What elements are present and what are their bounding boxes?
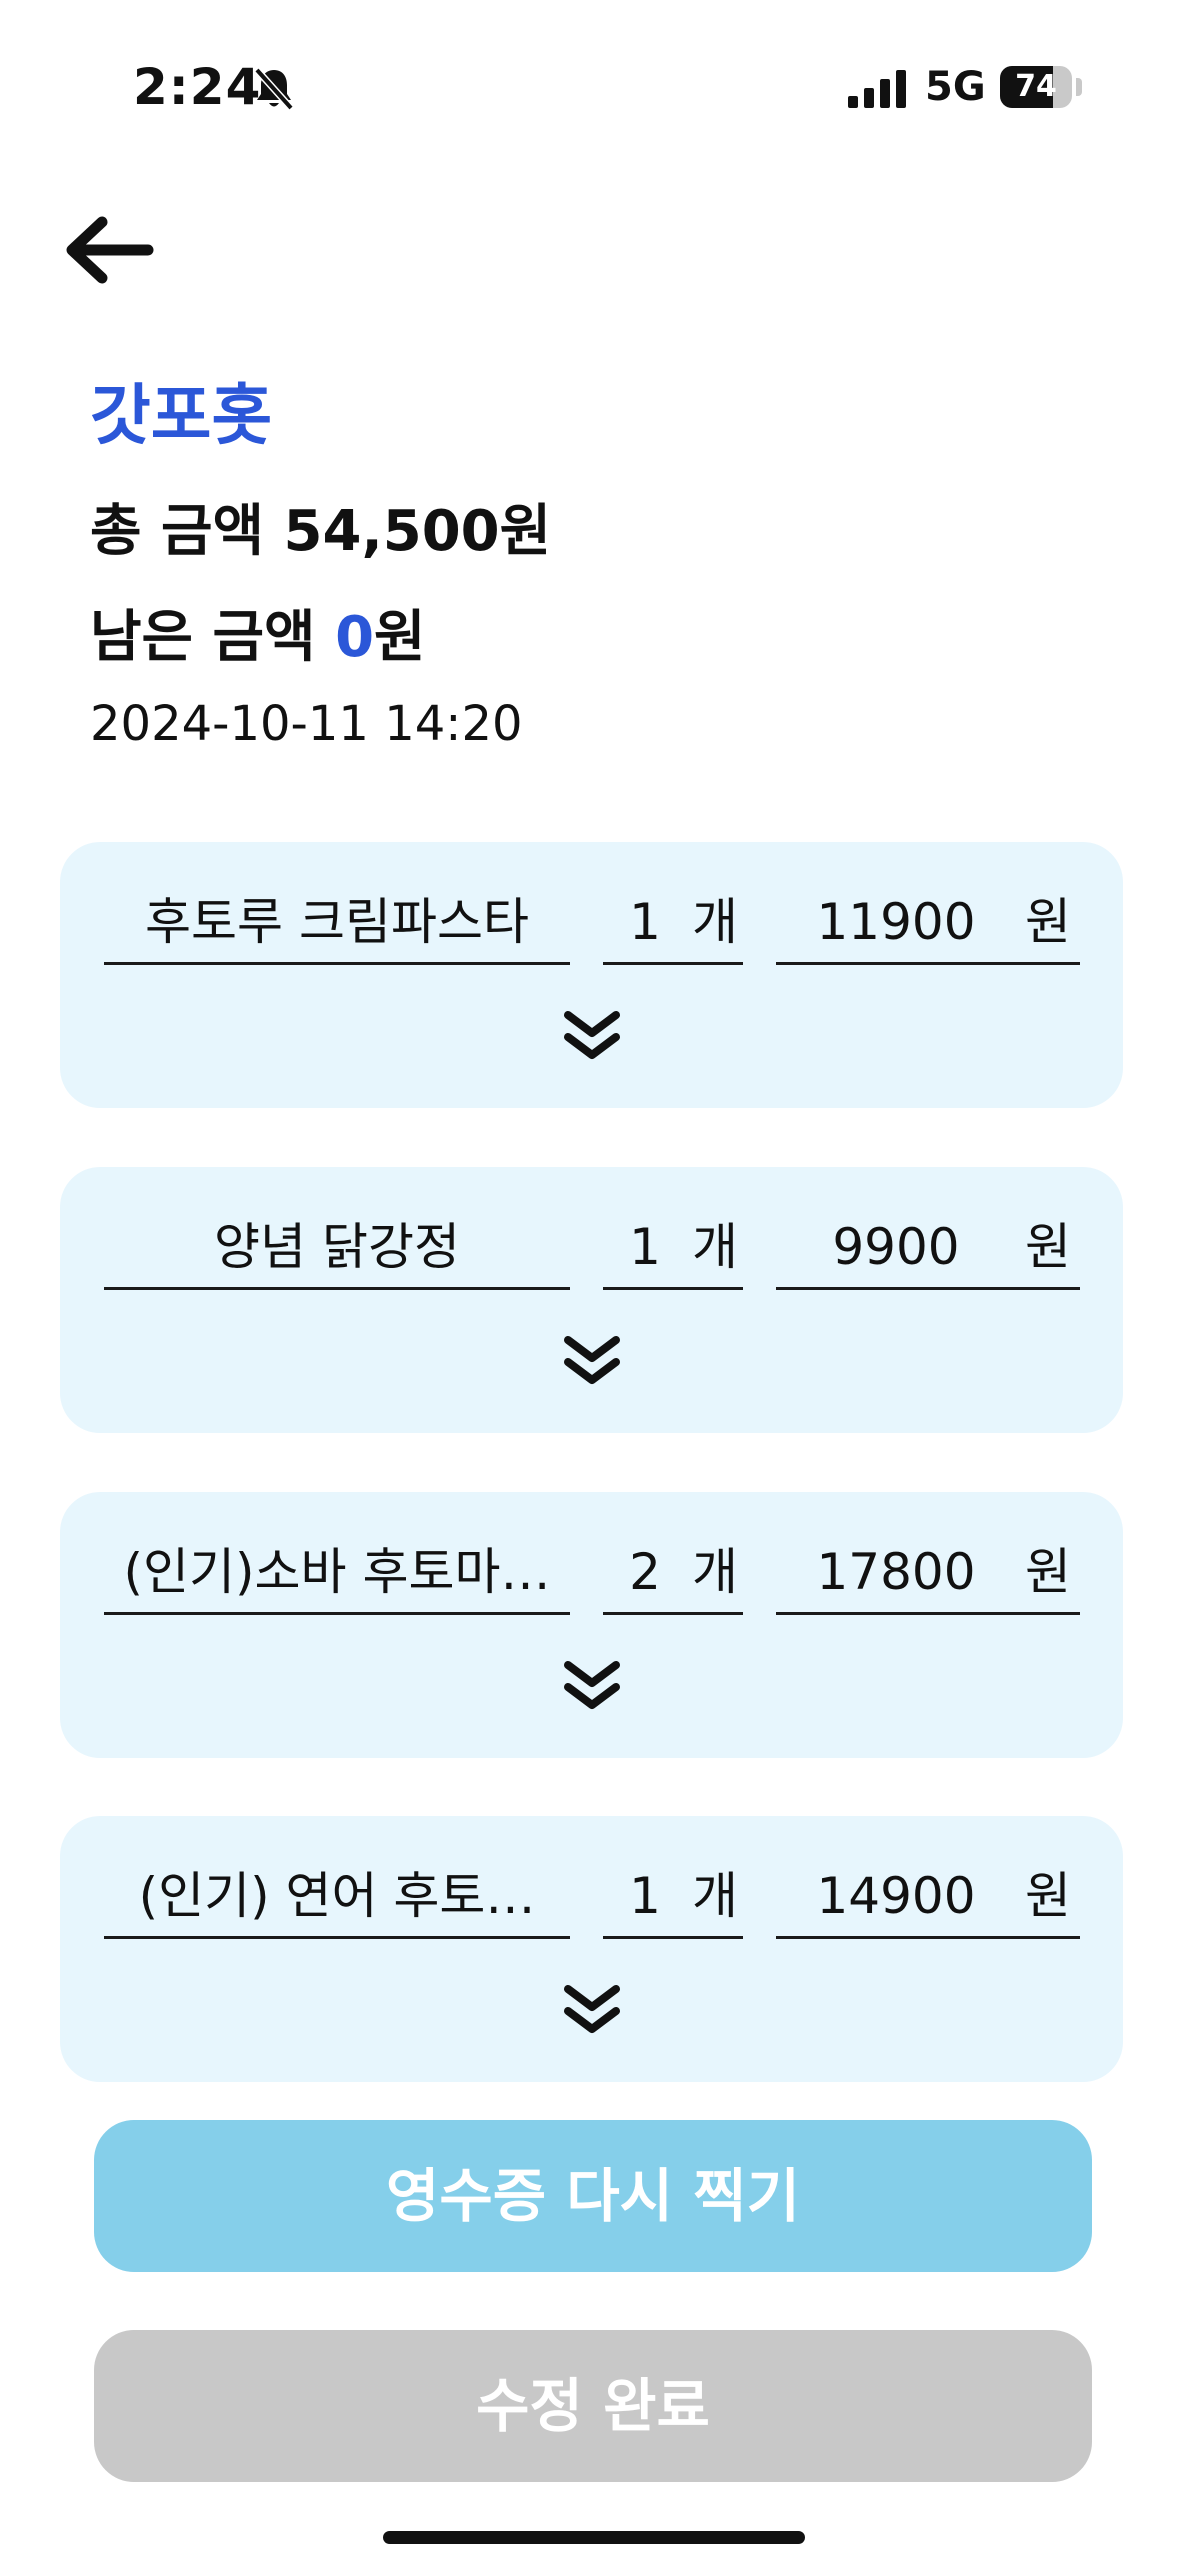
chevron-double-down-icon[interactable]	[560, 1007, 624, 1063]
item-qty-input[interactable]: 1 개	[603, 882, 743, 965]
item-price-input[interactable]: 17800 원	[776, 1532, 1080, 1615]
item-qty-input[interactable]: 1 개	[603, 1207, 743, 1290]
item-name-input[interactable]: 양념 닭강정	[104, 1207, 570, 1290]
item-qty-unit: 개	[692, 1867, 738, 1925]
item-price-unit: 원	[1025, 1543, 1071, 1601]
remaining-value: 0	[335, 605, 375, 670]
edit-done-button[interactable]: 수정 완료	[94, 2330, 1092, 2482]
item-qty-input[interactable]: 2 개	[603, 1532, 743, 1615]
item-qty-unit: 개	[692, 1543, 738, 1601]
item-price-value: 17800	[816, 1543, 976, 1601]
item-qty-input[interactable]: 1 개	[603, 1856, 743, 1939]
receipt-datetime: 2024-10-11 14:20	[90, 696, 523, 752]
item-qty-value: 1	[629, 1867, 661, 1925]
battery-nub	[1076, 78, 1082, 96]
item-name-input[interactable]: (인기)소바 후토마…	[104, 1532, 570, 1615]
chevron-double-down-icon[interactable]	[560, 1332, 624, 1388]
item-price-unit: 원	[1025, 893, 1071, 951]
item-price-unit: 원	[1025, 1218, 1071, 1276]
item-qty-value: 2	[629, 1543, 661, 1601]
status-bar: 2:24 5G 74	[0, 0, 1179, 175]
status-time: 2:24	[133, 58, 262, 116]
item-qty-unit: 개	[692, 893, 738, 951]
item-price-value: 9900	[832, 1218, 960, 1276]
retake-receipt-button[interactable]: 영수증 다시 찍기	[94, 2120, 1092, 2272]
item-price-input[interactable]: 9900 원	[776, 1207, 1080, 1290]
item-qty-value: 1	[629, 1218, 661, 1276]
total-amount: 총 금액 54,500원	[90, 499, 552, 564]
item-name-input[interactable]: (인기) 연어 후토…	[104, 1856, 570, 1939]
remaining-suffix: 원	[374, 605, 426, 670]
item-card: 양념 닭강정 1 개 9900 원	[60, 1167, 1123, 1433]
network-type: 5G	[925, 64, 986, 110]
chevron-double-down-icon[interactable]	[560, 1657, 624, 1713]
item-name-input[interactable]: 후토루 크림파스타	[104, 882, 570, 965]
item-price-value: 11900	[816, 893, 976, 951]
battery-icon: 74	[1000, 66, 1072, 108]
item-card: (인기)소바 후토마… 2 개 17800 원	[60, 1492, 1123, 1758]
item-price-unit: 원	[1025, 1867, 1071, 1925]
item-qty-value: 1	[629, 893, 661, 951]
item-price-value: 14900	[816, 1867, 976, 1925]
item-card: 후토루 크림파스타 1 개 11900 원	[60, 842, 1123, 1108]
bell-slash-icon	[254, 67, 294, 111]
battery-fill	[1000, 66, 1054, 108]
battery-percent: 74	[1015, 69, 1057, 104]
item-price-input[interactable]: 11900 원	[776, 882, 1080, 965]
arrow-left-icon[interactable]	[60, 210, 160, 290]
item-qty-unit: 개	[692, 1218, 738, 1276]
remaining-label: 남은 금액	[90, 605, 336, 670]
remaining-amount: 남은 금액 0원	[90, 592, 426, 673]
store-name: 갓포홋	[90, 377, 273, 454]
home-indicator[interactable]	[383, 2531, 805, 2544]
item-card: (인기) 연어 후토… 1 개 14900 원	[60, 1816, 1123, 2082]
signal-icon	[848, 68, 910, 108]
item-price-input[interactable]: 14900 원	[776, 1856, 1080, 1939]
chevron-double-down-icon[interactable]	[560, 1981, 624, 2037]
